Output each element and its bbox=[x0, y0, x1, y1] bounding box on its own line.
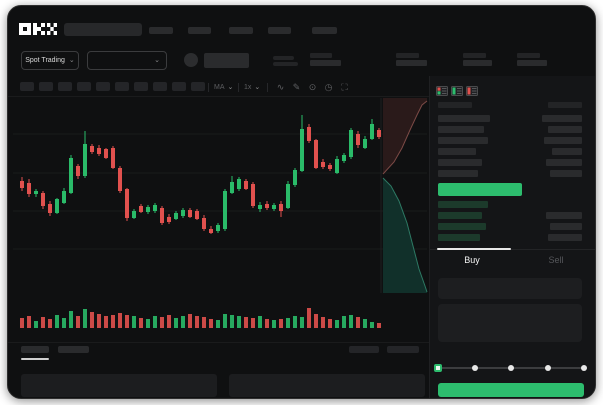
timeframe-button[interactable] bbox=[153, 82, 167, 91]
chevron-down-icon: ⌄ bbox=[254, 83, 261, 91]
nav-item-placeholder[interactable] bbox=[268, 27, 291, 34]
split-book-icon[interactable] bbox=[436, 83, 448, 96]
nav-item-placeholder[interactable] bbox=[149, 27, 173, 34]
tabbar-divider bbox=[430, 249, 595, 250]
slider-stop-dot[interactable] bbox=[544, 365, 551, 371]
slider-stop-dot[interactable] bbox=[471, 365, 478, 371]
orders-active-tab-indicator bbox=[21, 358, 49, 360]
ask-row-price[interactable] bbox=[546, 159, 582, 166]
ask-row-price[interactable] bbox=[544, 137, 582, 144]
slider-stop-dot[interactable] bbox=[508, 365, 514, 371]
ask-row-amount[interactable] bbox=[438, 170, 478, 177]
camera-icon[interactable]: ⊙ bbox=[308, 82, 317, 92]
history-icon[interactable]: ◷ bbox=[324, 82, 333, 92]
indicator-dropdown[interactable]: MA ⌄ bbox=[214, 82, 233, 92]
chevron-down-icon: ⌄ bbox=[227, 83, 234, 91]
ask-row-amount[interactable] bbox=[438, 115, 490, 122]
ask-row-price[interactable] bbox=[542, 115, 582, 122]
ask-row-price[interactable] bbox=[548, 126, 582, 133]
orders-tab[interactable] bbox=[21, 346, 49, 353]
ask-row-amount[interactable] bbox=[438, 148, 476, 155]
timeframe-button[interactable] bbox=[77, 82, 91, 91]
toolbar-divider-line bbox=[8, 96, 429, 97]
orders-action-placeholder[interactable] bbox=[387, 346, 419, 353]
nav-item-placeholder[interactable] bbox=[188, 27, 211, 34]
bids-book-icon[interactable] bbox=[451, 83, 463, 96]
pair-name-placeholder[interactable] bbox=[204, 53, 249, 68]
app-window: Spot Trading ⌄ ⌄ MA ⌄ 1x ⌄ ∿ ✎ ⊙ ◷ ⛶ Buy Se… bbox=[7, 5, 596, 399]
active-tab-indicator bbox=[437, 248, 511, 250]
stat-value-placeholder bbox=[310, 60, 341, 66]
toolbar-divider bbox=[208, 83, 209, 92]
chevron-down-icon: ⌄ bbox=[68, 57, 75, 64]
ask-row-price[interactable] bbox=[550, 170, 582, 177]
stat-label-placeholder bbox=[463, 53, 486, 58]
indicator-dropdown-label: MA bbox=[214, 83, 225, 91]
timeframe-button[interactable] bbox=[172, 82, 186, 91]
change-placeholder bbox=[273, 62, 298, 66]
book-column-header-placeholder bbox=[548, 102, 582, 108]
bid-row-price[interactable] bbox=[546, 212, 582, 219]
order-book-panel: Buy Sell bbox=[429, 76, 595, 398]
stat-value-placeholder bbox=[396, 60, 427, 66]
stat-value-placeholder bbox=[463, 60, 492, 66]
slider-stop-dot[interactable] bbox=[581, 365, 587, 371]
asks-book-icon[interactable] bbox=[466, 83, 478, 96]
bid-row-price[interactable] bbox=[550, 223, 582, 230]
stat-label-placeholder bbox=[310, 53, 332, 58]
orders-tab[interactable] bbox=[58, 346, 89, 353]
market-type-selector[interactable]: Spot Trading ⌄ bbox=[21, 51, 79, 70]
bid-row-amount[interactable] bbox=[438, 223, 486, 230]
interval-dropdown-label: 1x bbox=[244, 83, 252, 91]
tab-sell[interactable]: Sell bbox=[548, 255, 564, 265]
pair-dropdown[interactable]: ⌄ bbox=[87, 51, 167, 70]
chevron-down-icon: ⌄ bbox=[154, 57, 160, 64]
buy-submit-button[interactable] bbox=[438, 383, 584, 397]
bid-row-amount[interactable] bbox=[438, 201, 488, 208]
price-placeholder bbox=[273, 56, 294, 60]
ask-row-amount[interactable] bbox=[438, 126, 484, 133]
bottom-divider-line bbox=[8, 342, 429, 343]
price-chart[interactable] bbox=[8, 71, 429, 341]
timeframe-button[interactable] bbox=[58, 82, 72, 91]
stat-label-placeholder bbox=[517, 53, 540, 58]
okx-logo-icon bbox=[19, 23, 57, 35]
timeframe-button[interactable] bbox=[39, 82, 53, 91]
book-column-header-placeholder bbox=[438, 102, 472, 108]
okx-logo[interactable] bbox=[19, 21, 57, 37]
indicator-wave-icon[interactable]: ∿ bbox=[276, 82, 285, 92]
orders-panel-placeholder bbox=[21, 374, 217, 397]
nav-item-placeholder[interactable] bbox=[312, 27, 337, 34]
timeframe-button[interactable] bbox=[96, 82, 110, 91]
stat-label-placeholder bbox=[396, 53, 419, 58]
slider-handle[interactable] bbox=[434, 364, 442, 372]
timeframe-button[interactable] bbox=[134, 82, 148, 91]
last-price-bar[interactable] bbox=[438, 183, 522, 196]
bid-row-amount[interactable] bbox=[438, 234, 480, 241]
tab-buy[interactable]: Buy bbox=[464, 255, 480, 265]
orders-action-placeholder[interactable] bbox=[349, 346, 379, 353]
timeframe-button[interactable] bbox=[20, 82, 34, 91]
ask-row-amount[interactable] bbox=[438, 159, 482, 166]
timeframe-button[interactable] bbox=[115, 82, 129, 91]
bid-row-price[interactable] bbox=[548, 234, 582, 241]
ask-row-price[interactable] bbox=[552, 148, 582, 155]
fullscreen-icon[interactable]: ⛶ bbox=[341, 82, 348, 92]
toolbar-divider bbox=[238, 83, 239, 92]
bid-row-amount[interactable] bbox=[438, 212, 482, 219]
ask-row-amount[interactable] bbox=[438, 137, 488, 144]
orders-panel-placeholder bbox=[229, 374, 425, 397]
price-field[interactable] bbox=[438, 278, 582, 299]
toolbar-divider bbox=[267, 83, 268, 92]
stat-value-placeholder bbox=[517, 60, 547, 66]
amount-field[interactable] bbox=[438, 304, 582, 342]
coin-avatar bbox=[184, 53, 198, 67]
nav-item-placeholder[interactable] bbox=[229, 27, 253, 34]
market-type-label: Spot Trading bbox=[25, 57, 65, 64]
search-input[interactable] bbox=[64, 23, 142, 36]
draw-icon[interactable]: ✎ bbox=[292, 82, 301, 92]
interval-dropdown[interactable]: 1x ⌄ bbox=[244, 82, 260, 92]
timeframe-button[interactable] bbox=[191, 82, 205, 91]
